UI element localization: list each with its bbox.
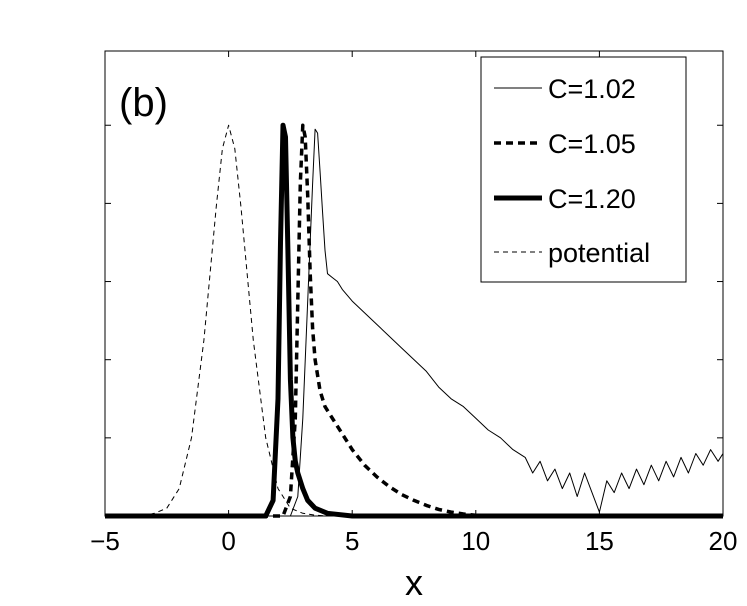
series-line-c-1-02 [105,128,724,517]
x-tick-label: −5 [90,526,120,556]
x-tick-label: 15 [585,526,614,556]
legend-label: C=1.20 [548,184,636,214]
series-line-c-1-05 [105,123,723,518]
legend: C=1.02 C=1.05 C=1.20 potential [480,56,687,283]
x-tick-label: 10 [461,526,490,556]
series-line-c-1-20 [105,122,723,519]
x-tick-label: 0 [221,526,235,556]
legend-box [480,56,687,283]
legend-label: C=1.02 [548,74,636,104]
x-tick-label: 20 [709,526,738,556]
panel-label: (b) [119,81,168,125]
legend-label: potential [548,238,650,268]
series-layer [105,122,724,519]
x-axis-title: x [405,562,423,603]
legend-label: C=1.05 [548,129,636,159]
x-tick-label: 5 [345,526,359,556]
axis-ticks: −5 0 5 10 15 20 [90,51,737,556]
series-line-potential [105,124,723,517]
